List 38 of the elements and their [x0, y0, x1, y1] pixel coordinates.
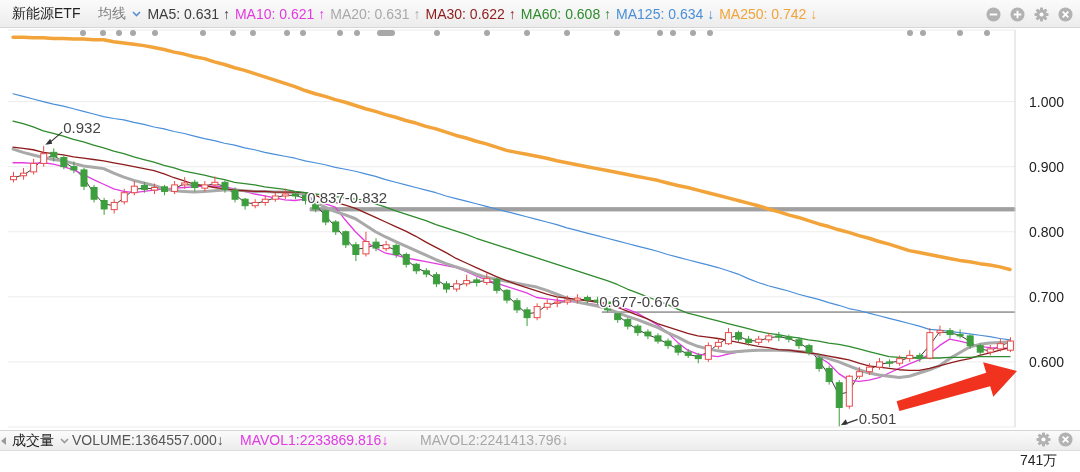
- y-tick-label: 0.900: [1029, 158, 1065, 175]
- candlestick: [936, 324, 944, 337]
- text: 741万: [1020, 452, 1058, 470]
- text: MA125: 0.634 ↓: [616, 5, 715, 22]
- candlestick: [825, 365, 833, 386]
- candlestick: [946, 327, 954, 339]
- text: MA250: 0.742 ↓: [719, 5, 818, 22]
- text: 成交量: [12, 432, 54, 450]
- candlestick: [704, 341, 712, 363]
- candlestick: [523, 306, 531, 327]
- candlestick: [372, 237, 380, 252]
- y-tick-label: 0.700: [1029, 288, 1065, 305]
- candlestick: [80, 167, 88, 191]
- text: MA10: 0.621 ↑: [234, 5, 326, 22]
- y-tick-label: 1.000: [1029, 93, 1065, 110]
- y-tick-label: 0.600: [1029, 353, 1065, 370]
- candlestick: [382, 240, 390, 252]
- candlestick: [211, 175, 219, 188]
- candlestick: [785, 334, 793, 343]
- legend-title: 均线: [98, 4, 127, 23]
- candlestick: [70, 160, 78, 174]
- text: VOLUME:1364557.000↓: [72, 432, 224, 448]
- text: MA30: 0.622 ↑: [425, 5, 516, 22]
- text: MAVOL1:2233869.816↓: [240, 432, 389, 448]
- candlestick: [664, 337, 672, 350]
- text: MA20: 0.631 ↑: [330, 5, 421, 22]
- annotation: 0.501: [858, 410, 897, 428]
- candlestick: [362, 231, 370, 257]
- text: MA60: 0.608 ↑: [520, 5, 612, 22]
- chart-title: 新能源ETF: [12, 4, 81, 23]
- text: MAVOL2:2241413.796↓: [420, 432, 569, 448]
- y-tick-label: 0.800: [1029, 223, 1065, 240]
- annotation: 0.932: [63, 118, 101, 136]
- candlestick: [956, 328, 964, 339]
- line-series: [11, 35, 1012, 272]
- text: MA5: 0.631 ↑: [147, 5, 230, 22]
- candlestick: [352, 241, 360, 262]
- candlestick: [40, 145, 48, 168]
